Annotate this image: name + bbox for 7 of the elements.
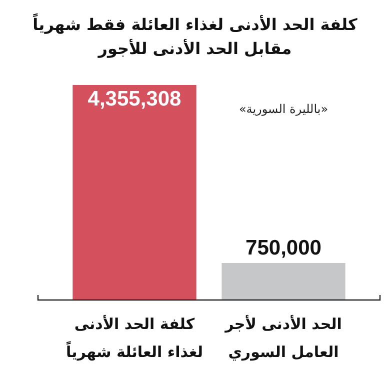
data-label: 4,355,308: [88, 87, 182, 110]
x-tick-label: كلفة الحد الأدنى لغذاء العائلة شهرياً: [65, 314, 204, 363]
annotation: «بالليرة السورية»: [238, 102, 328, 116]
chart-title: كلفة الحد الأدنى لغذاء العائلة فقط شهرياً: [32, 14, 358, 36]
data-label: 750,000: [246, 236, 322, 260]
chart-subtitle: مقابل الحد الأدنى للأجور: [96, 38, 293, 60]
x-tick-label: الحد الأدنى لأجر العامل السوري: [224, 314, 343, 363]
